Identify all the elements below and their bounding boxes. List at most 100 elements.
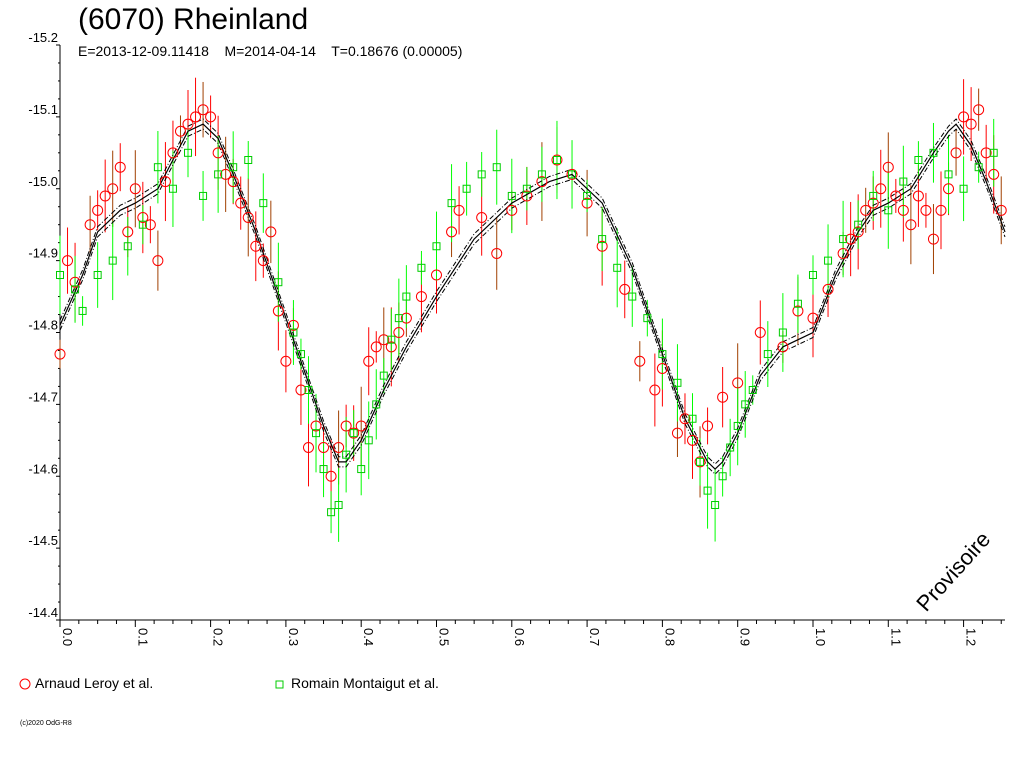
data-point-circle	[536, 176, 548, 188]
data-point-square	[304, 386, 313, 394]
data-point-circle	[69, 276, 81, 288]
data-point-circle	[634, 355, 646, 367]
data-point-square	[296, 350, 305, 359]
data-point-square	[138, 220, 147, 229]
data-point-circle	[521, 190, 533, 202]
data-point-circle	[581, 197, 593, 209]
data-point-square	[673, 378, 682, 387]
data-point-circle	[912, 190, 924, 202]
data-point-circle	[453, 204, 465, 216]
data-point-square	[741, 400, 750, 409]
data-point-circle	[265, 226, 277, 238]
data-point-square	[613, 263, 622, 272]
data-point-square	[537, 170, 546, 179]
data-point-square	[688, 414, 697, 423]
data-point-circle	[295, 384, 307, 396]
data-point-circle	[378, 334, 390, 346]
data-point-circle	[129, 183, 141, 195]
data-point-square	[244, 156, 253, 164]
page-title: (6070) Rheinland	[78, 3, 309, 36]
data-point-circle	[596, 240, 608, 252]
y-ticks: -15.2 -15.1 -15.0 -14.9 -14.8 -14.7 -14.6 -14.5…	[28, 30, 60, 621]
data-point-square	[402, 292, 411, 301]
data-point-circle	[370, 341, 382, 353]
x-tick-label: 0.2	[211, 628, 226, 646]
legend-series-2: Romain Montaigut et al.	[291, 675, 439, 691]
x-tick-label: 0.5	[436, 628, 451, 646]
data-point-circle	[302, 442, 314, 453]
data-point-square	[387, 335, 396, 344]
data-point-circle	[363, 355, 375, 367]
model-curve	[59, 118, 1006, 475]
data-point-square	[327, 508, 336, 517]
data-point-square	[312, 429, 321, 438]
data-point-square	[839, 235, 848, 244]
data-point-circle	[174, 125, 186, 137]
data-point-circle	[732, 377, 744, 389]
data-point-square	[808, 271, 817, 279]
data-point-square	[696, 457, 705, 466]
data-point-circle	[845, 233, 857, 245]
data-point-circle	[965, 118, 977, 130]
data-point-circle	[280, 355, 292, 367]
data-point-circle	[257, 255, 269, 267]
data-point-circle	[777, 341, 789, 353]
data-point-square	[552, 156, 561, 164]
data-point-square	[959, 184, 968, 193]
x-tick-label: 1.2	[964, 628, 979, 646]
y-tick-label: -14.4	[28, 605, 58, 620]
data-point-circle	[890, 190, 902, 202]
data-point-square	[778, 328, 787, 337]
data-point-square	[108, 256, 117, 265]
x-tick-label: 0.1	[135, 628, 150, 646]
y-tick-label: -14.5	[28, 533, 58, 548]
data-point-square	[583, 191, 592, 200]
data-point-square	[944, 170, 953, 179]
data-point-square	[703, 486, 712, 495]
data-point-square	[289, 328, 298, 337]
y-tick-label: -14.6	[28, 461, 58, 476]
data-point-circle	[656, 362, 668, 374]
data-point-square	[447, 199, 456, 208]
data-point-circle	[551, 154, 563, 166]
data-point-circle	[99, 190, 111, 202]
data-point-circle	[430, 269, 442, 281]
data-point-square	[259, 199, 268, 208]
data-point-circle	[927, 233, 939, 245]
data-point-circle	[852, 226, 864, 238]
y-tick-label: -14.9	[28, 246, 58, 261]
data-point-square	[711, 501, 720, 509]
data-point-square	[989, 148, 998, 157]
data-point-square	[379, 371, 388, 380]
data-point-square	[334, 501, 343, 509]
x-tick-label: 0.3	[286, 628, 301, 646]
model-line	[59, 123, 1006, 470]
data-point-square	[56, 271, 64, 279]
data-point-square	[507, 191, 516, 200]
data-point-circle	[333, 442, 345, 453]
data-point-circle	[973, 104, 985, 116]
data-point-circle	[702, 420, 714, 432]
data-point-circle	[348, 427, 360, 439]
data-point-square	[417, 263, 426, 272]
data-point-circle	[943, 183, 955, 195]
x-tick-label: 0.8	[662, 628, 677, 646]
data-point-circle	[649, 384, 661, 396]
data-point-circle	[988, 168, 1000, 180]
data-point-circle	[114, 161, 126, 173]
data-point-square	[929, 148, 938, 157]
data-point-square	[394, 314, 403, 323]
data-point-square	[229, 163, 238, 172]
data-point-square	[598, 235, 607, 244]
data-point-circle	[995, 204, 1007, 216]
data-point-square	[726, 443, 735, 452]
data-point-square	[364, 436, 373, 445]
data-point-circle	[235, 197, 247, 209]
data-point-square	[748, 386, 757, 394]
data-point-circle	[340, 420, 352, 432]
data-point-square	[71, 285, 80, 294]
model-upper-envelope	[59, 118, 1006, 465]
data-point-square	[319, 465, 328, 474]
data-point-circle	[167, 147, 179, 159]
data-point-square	[884, 206, 893, 215]
